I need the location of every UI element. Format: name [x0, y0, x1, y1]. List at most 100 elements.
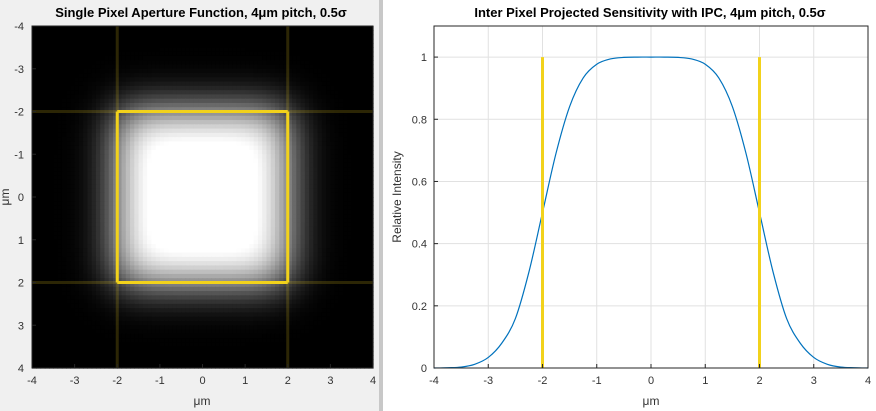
heatmap-cell: [279, 205, 285, 211]
heatmap-cell: [53, 145, 59, 151]
heatmap-cell: [300, 192, 306, 198]
heatmap-cell: [287, 167, 293, 172]
heatmap-cell: [262, 222, 268, 228]
heatmap-cell: [253, 90, 259, 96]
heatmap-cell: [61, 218, 67, 224]
heatmap-cell: [228, 214, 233, 219]
heatmap-cell: [83, 34, 89, 40]
heatmap-cell: [262, 286, 268, 292]
heatmap-cell: [292, 111, 297, 117]
heatmap-cell: [134, 261, 140, 267]
heatmap-cell: [121, 188, 127, 194]
heatmap-cell: [78, 90, 84, 96]
heatmap-cell: [351, 98, 357, 104]
heatmap-cell: [61, 111, 67, 117]
heatmap-cell: [232, 81, 238, 87]
heatmap-cell: [257, 47, 263, 53]
heatmap-cell: [270, 192, 276, 198]
heatmap-cell: [176, 171, 182, 177]
heatmap-cell: [176, 132, 182, 138]
heatmap-cell: [326, 124, 331, 130]
heatmap-cell: [100, 73, 106, 78]
heatmap-cell: [193, 77, 199, 83]
heatmap-cell: [262, 73, 268, 78]
heatmap-cell: [355, 107, 361, 113]
heatmap-cell: [317, 175, 323, 181]
heatmap-cell: [32, 239, 37, 245]
heatmap-cell: [185, 222, 191, 228]
heatmap-cell: [364, 184, 370, 190]
heatmap-cell: [87, 286, 93, 292]
heatmap-cell: [147, 261, 152, 267]
heatmap-cell: [36, 291, 42, 296]
heatmap-cell: [117, 128, 123, 134]
heatmap-cell: [130, 128, 135, 134]
heatmap-cell: [112, 43, 118, 48]
heatmap-cell: [40, 239, 46, 245]
heatmap-cell: [189, 98, 195, 104]
heatmap-cell: [164, 77, 169, 83]
heatmap-cell: [193, 226, 199, 232]
heatmap-cell: [330, 149, 336, 155]
heatmap-cell: [185, 214, 191, 219]
heatmap-cell: [245, 162, 250, 168]
heatmap-cell: [211, 231, 216, 237]
heatmap-cell: [155, 68, 161, 74]
heatmap-cell: [347, 205, 353, 211]
heatmap-cell: [147, 184, 152, 190]
heatmap-cell: [304, 73, 310, 78]
heatmap-cell: [142, 265, 148, 271]
heatmap-cell: [219, 34, 225, 40]
heatmap-cell: [189, 197, 195, 202]
heatmap-cell: [206, 231, 212, 237]
heatmap-cell: [219, 77, 225, 83]
heatmap-cell: [202, 111, 208, 117]
heatmap-cell: [185, 34, 191, 40]
heatmap-cell: [125, 188, 131, 194]
heatmap-cell: [236, 278, 242, 284]
heatmap-cell: [193, 248, 199, 254]
heatmap-cell: [338, 278, 344, 284]
heatmap-cell: [296, 81, 302, 87]
heatmap-cell: [53, 286, 59, 292]
heatmap-cell: [181, 124, 187, 130]
heatmap-cell: [368, 81, 374, 87]
heatmap-cell: [193, 256, 199, 262]
heatmap-cell: [279, 90, 285, 96]
heatmap-cell: [274, 171, 280, 177]
heatmap-cell: [100, 265, 106, 271]
heatmap-cell: [232, 102, 238, 108]
heatmap-cell: [40, 261, 46, 267]
heatmap-cell: [193, 107, 199, 113]
heatmap-cell: [53, 244, 59, 249]
heatmap-cell: [283, 256, 289, 262]
heatmap-cell: [112, 124, 118, 130]
heatmap-cell: [78, 167, 84, 172]
heatmap-cell: [206, 128, 212, 134]
heatmap-cell: [283, 141, 289, 147]
heatmap-cell: [83, 265, 89, 271]
heatmap-cell: [257, 60, 263, 66]
heatmap-cell: [270, 205, 276, 211]
heatmap-cell: [121, 47, 127, 53]
heatmap-cell: [57, 85, 63, 91]
heatmap-cell: [32, 235, 37, 241]
heatmap-cell: [40, 235, 46, 241]
heatmap-cell: [198, 128, 204, 134]
heatmap-cell: [351, 128, 357, 134]
heatmap-cell: [300, 209, 306, 215]
heatmap-cell: [317, 145, 323, 151]
heatmap-cell: [245, 90, 250, 96]
heatmap-cell: [159, 43, 165, 48]
heatmap-cell: [219, 222, 225, 228]
heatmap-cell: [334, 175, 340, 181]
heatmap-cell: [219, 90, 225, 96]
heatmap-cell: [287, 124, 293, 130]
heatmap-cell: [245, 167, 250, 172]
heatmap-cell: [296, 94, 302, 100]
heatmap-cell: [108, 51, 114, 57]
heatmap-cell: [87, 68, 93, 74]
heatmap-cell: [347, 192, 353, 198]
heatmap-cell: [300, 154, 306, 160]
heatmap-cell: [292, 94, 297, 100]
